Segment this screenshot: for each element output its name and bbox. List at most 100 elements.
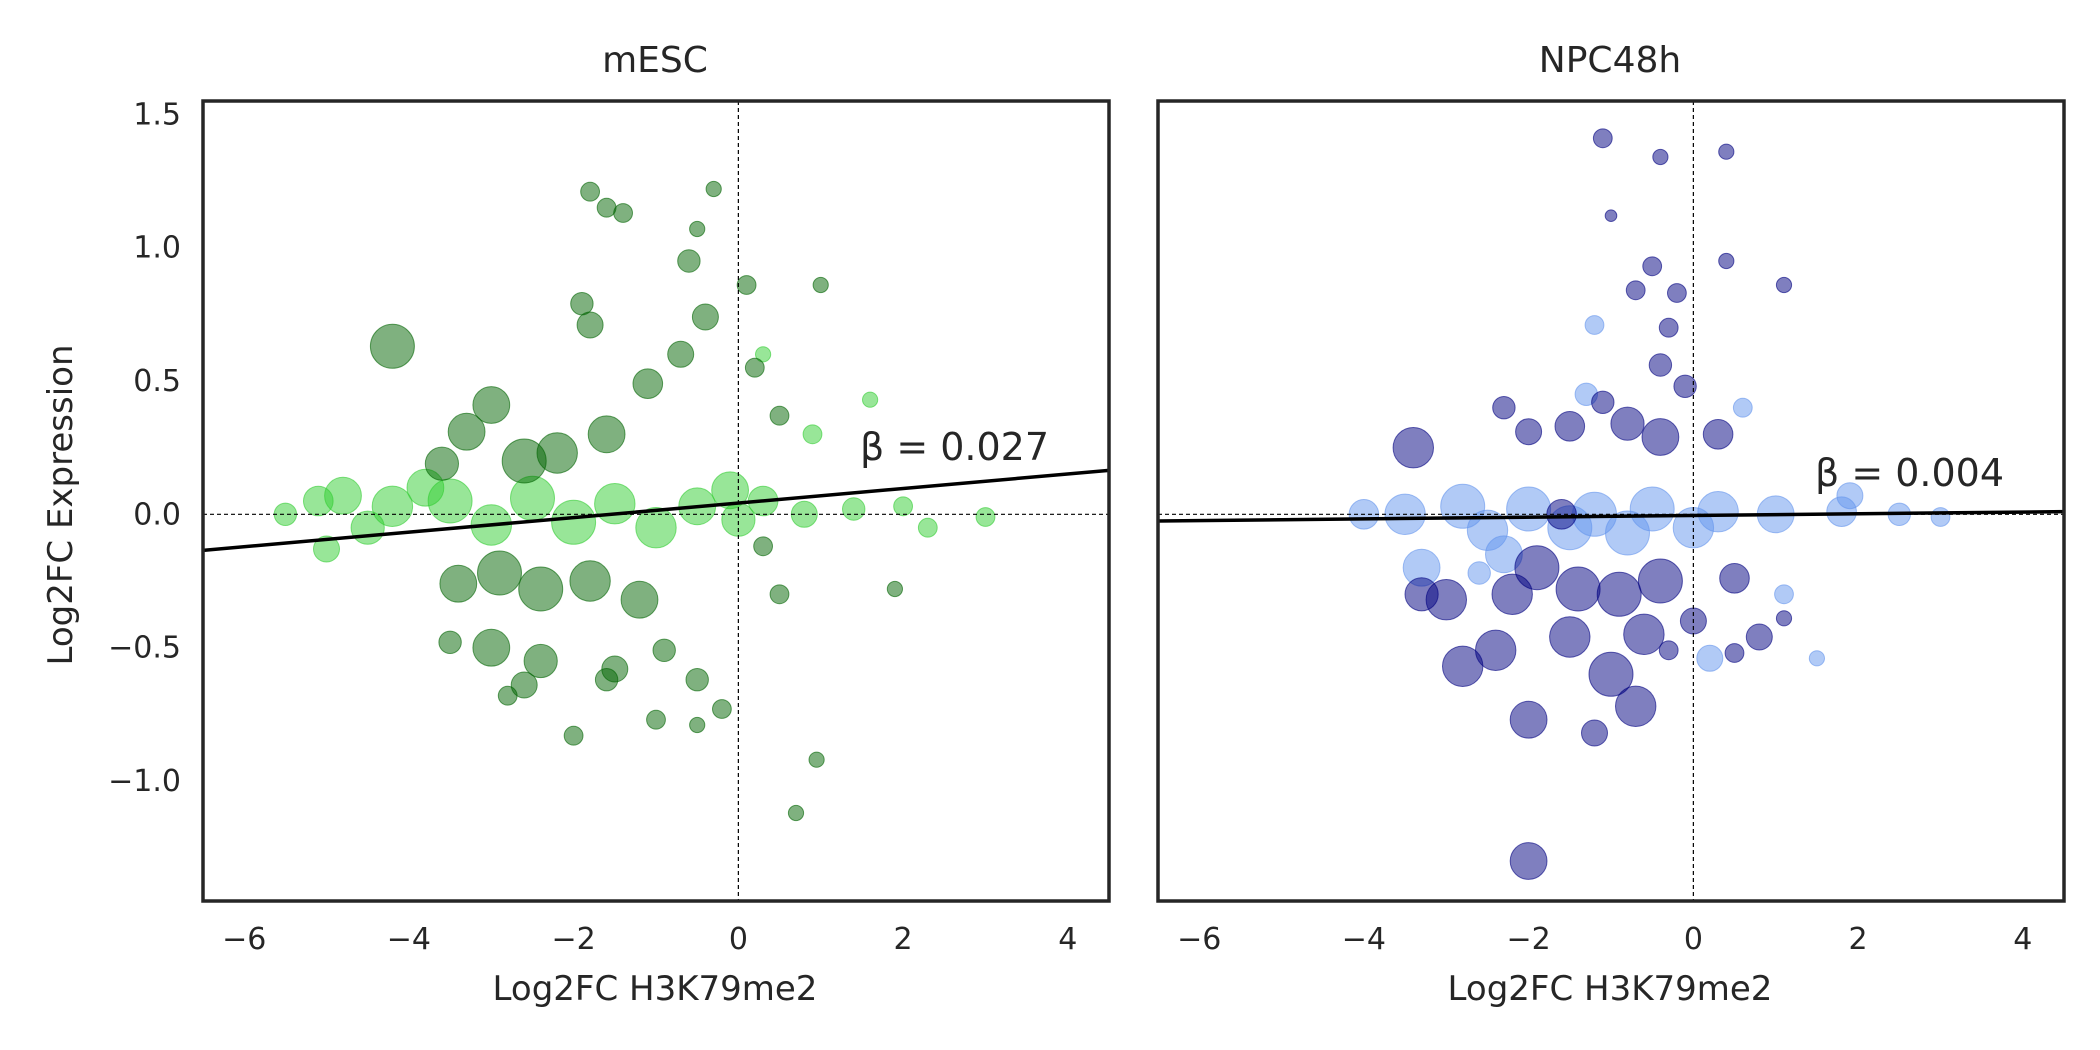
data-point — [472, 628, 511, 667]
data-point — [736, 275, 757, 295]
data-point — [1672, 507, 1715, 549]
data-point — [1718, 143, 1735, 160]
data-point — [1702, 419, 1734, 450]
data-point — [1696, 644, 1724, 672]
x-tick-label: −6 — [1177, 922, 1221, 957]
data-point — [769, 405, 790, 426]
x-tick-label: −6 — [222, 922, 266, 957]
data-point — [712, 699, 732, 719]
data-point — [1514, 545, 1560, 591]
x-tick-label: 2 — [894, 922, 913, 957]
y-tick-label: 0.0 — [133, 497, 181, 532]
data-point — [685, 668, 709, 692]
data-point — [1615, 685, 1657, 727]
data-point — [1506, 486, 1552, 532]
data-point — [1492, 396, 1516, 420]
data-point — [1637, 558, 1683, 604]
data-point — [613, 203, 633, 223]
data-point — [1475, 629, 1517, 671]
data-point — [808, 751, 825, 768]
x-axis-label: Log2FC H3K79me2 — [1448, 969, 1773, 1009]
data-point — [753, 536, 773, 557]
data-point — [536, 432, 578, 474]
data-point — [1836, 482, 1864, 510]
x-tick-label: −4 — [1342, 922, 1386, 957]
beta-annotation: β = 0.027 — [860, 425, 1049, 469]
data-point — [975, 507, 996, 527]
y-tick-label: −1.0 — [108, 764, 181, 799]
data-point — [596, 197, 617, 218]
y-tick-label: 1.0 — [133, 231, 181, 266]
data-point — [917, 517, 938, 538]
data-point — [812, 276, 829, 294]
data-point — [1719, 563, 1750, 594]
data-point — [273, 502, 298, 526]
data-point — [510, 671, 538, 699]
y-tick-label: 0.5 — [133, 364, 181, 399]
data-point — [1404, 577, 1439, 612]
data-point — [1596, 571, 1642, 617]
data-point — [620, 580, 659, 619]
x-tick-label: −2 — [1507, 922, 1551, 957]
panel-title: mESC — [602, 40, 708, 81]
data-point — [1930, 507, 1951, 527]
data-point — [1605, 510, 1650, 556]
data-point — [369, 323, 415, 369]
data-point — [862, 391, 879, 408]
data-point — [769, 584, 790, 605]
data-point — [1724, 643, 1745, 663]
data-point — [755, 346, 772, 363]
data-point — [1658, 317, 1679, 338]
data-point — [438, 630, 462, 654]
data-point — [587, 415, 626, 454]
data-point — [303, 485, 334, 517]
data-point — [580, 181, 600, 202]
y-tick-label: −0.5 — [108, 631, 181, 666]
data-point — [1642, 256, 1663, 277]
data-point — [1509, 700, 1548, 739]
data-point — [632, 368, 664, 400]
x-tick-label: 0 — [1684, 922, 1703, 957]
plot-frame — [1156, 99, 2066, 903]
data-point — [842, 497, 866, 521]
data-point — [1745, 623, 1773, 651]
data-point — [711, 471, 749, 510]
data-point — [689, 220, 706, 238]
data-point — [1588, 651, 1634, 697]
data-point — [691, 303, 719, 331]
data-point — [1581, 719, 1608, 747]
data-point — [472, 386, 511, 424]
data-point — [1718, 252, 1735, 270]
x-tick-label: 4 — [2013, 922, 2032, 957]
data-point — [350, 510, 385, 545]
data-point — [1808, 650, 1826, 667]
data-point — [1515, 418, 1543, 446]
plot-area — [203, 101, 1109, 901]
data-point — [497, 685, 518, 706]
data-point — [1491, 573, 1533, 615]
scatter-series — [1392, 128, 1793, 880]
regression-line — [1158, 509, 2064, 523]
x-tick-label: 2 — [1849, 922, 1868, 957]
scatter-series — [369, 180, 904, 822]
data-point — [551, 499, 597, 545]
data-point — [510, 475, 555, 521]
y-axis-label: Log2FC Expression — [41, 344, 81, 665]
data-point — [371, 485, 414, 527]
data-point — [439, 564, 478, 603]
regression-line — [203, 468, 1109, 553]
data-point — [1591, 390, 1615, 414]
data-point — [1592, 128, 1613, 149]
data-point — [1604, 209, 1618, 222]
data-point — [1625, 280, 1646, 301]
data-point — [576, 311, 604, 339]
data-point — [424, 446, 459, 481]
panel-npc48h: NPC48h Log2FC H3K79me2 β = 0.004 −6 −4 −2 0… — [1156, 40, 2066, 1009]
data-point — [1673, 374, 1697, 398]
y-tick-label: 1.5 — [133, 97, 181, 132]
data-point — [1584, 315, 1605, 335]
data-point — [652, 638, 676, 662]
data-point — [1775, 276, 1793, 294]
data-point — [1775, 610, 1793, 627]
data-point — [1648, 353, 1673, 377]
